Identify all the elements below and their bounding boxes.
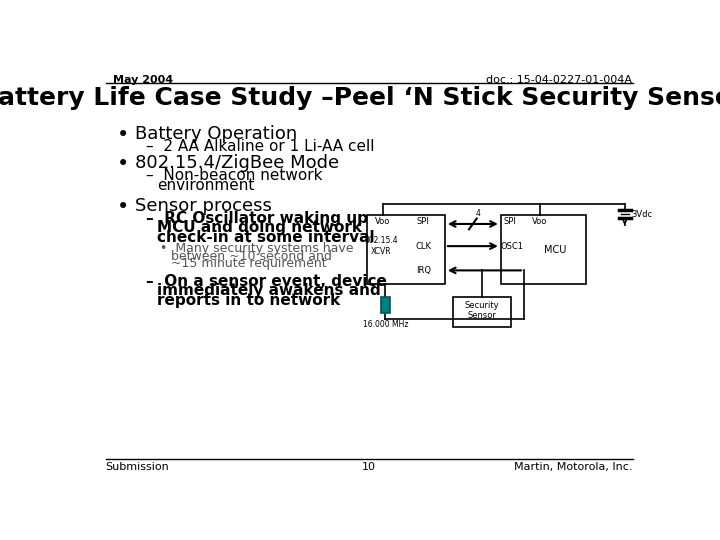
Text: –  Non-beacon network: – Non-beacon network (145, 168, 323, 183)
Text: 4: 4 (475, 209, 480, 218)
Text: ~15 minute requirement: ~15 minute requirement (171, 257, 326, 271)
Text: environment: environment (157, 178, 254, 193)
Text: –  RC Oscillator waking up: – RC Oscillator waking up (145, 211, 368, 226)
Text: CLK: CLK (415, 241, 431, 251)
Text: Voo: Voo (375, 217, 391, 226)
Bar (367, 215, 445, 284)
Text: reports in to network: reports in to network (157, 293, 340, 308)
Text: 802.15.4/ZigBee Mode: 802.15.4/ZigBee Mode (135, 154, 339, 172)
Text: May 2004: May 2004 (113, 75, 174, 85)
Text: SPI: SPI (503, 217, 516, 226)
Bar (381, 298, 390, 313)
Text: 16.000 MHz: 16.000 MHz (363, 320, 408, 329)
Text: doc.: 15-04-0227-01-004A: doc.: 15-04-0227-01-004A (487, 75, 632, 85)
Text: Submission: Submission (106, 462, 169, 472)
Text: •: • (117, 197, 129, 217)
Text: –  2 AA Alkaline or 1 Li-AA cell: – 2 AA Alkaline or 1 Li-AA cell (145, 139, 374, 154)
Text: OSC1: OSC1 (500, 241, 523, 251)
Text: 802.15.4
XCVR: 802.15.4 XCVR (364, 237, 398, 256)
Text: –  On a sensor event, device: – On a sensor event, device (145, 274, 387, 289)
Text: between ~10 second and: between ~10 second and (171, 249, 331, 262)
Text: Voo: Voo (532, 217, 547, 226)
Text: SPI: SPI (417, 217, 430, 226)
Text: MCU: MCU (544, 245, 566, 254)
Text: •: • (117, 154, 129, 174)
Text: Battery Life Case Study –Peel ‘N Stick Security Sensors: Battery Life Case Study –Peel ‘N Stick S… (0, 86, 720, 110)
Text: MCU and doing network: MCU and doing network (157, 220, 361, 235)
Text: 10: 10 (362, 462, 376, 472)
Bar (453, 298, 510, 327)
Text: Security
Sensor: Security Sensor (464, 301, 499, 320)
Text: IRQ: IRQ (415, 266, 431, 275)
Text: Battery Operation: Battery Operation (135, 125, 297, 143)
Text: •  Many security systems have: • Many security systems have (160, 242, 354, 255)
Text: immediately awakens and: immediately awakens and (157, 284, 380, 299)
Text: Martin, Motorola, Inc.: Martin, Motorola, Inc. (514, 462, 632, 472)
Bar (500, 215, 586, 284)
Text: check-in at some interval: check-in at some interval (157, 230, 374, 245)
Text: •: • (117, 125, 129, 145)
Text: Sensor process: Sensor process (135, 197, 272, 215)
Text: 3Vdc: 3Vdc (631, 210, 652, 219)
